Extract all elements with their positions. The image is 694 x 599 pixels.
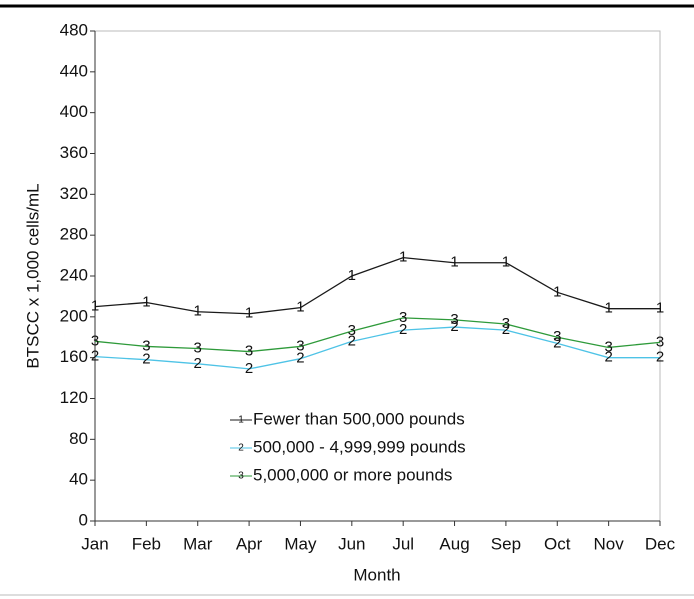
point-marker: 3 xyxy=(502,315,510,332)
point-marker: 1 xyxy=(553,283,561,300)
point-marker: 1 xyxy=(656,300,664,317)
series-line xyxy=(94,256,660,315)
point-marker: 3 xyxy=(142,337,150,354)
point-marker: 3 xyxy=(245,343,253,360)
legend-label: 5,000,000 or more pounds xyxy=(253,465,452,484)
legend-symbol: 1 xyxy=(238,415,244,426)
y-tick-label: 360 xyxy=(60,143,88,162)
point-marker: 3 xyxy=(399,309,407,326)
point-marker: 3 xyxy=(604,338,612,355)
point-marker: 1 xyxy=(348,267,356,284)
point-marker: 2 xyxy=(502,321,510,338)
point-marker: 1 xyxy=(296,299,304,316)
point-marker: 1 xyxy=(245,305,253,322)
point-marker: 1 xyxy=(399,249,407,266)
y-tick-label: 280 xyxy=(60,225,88,244)
x-tick-label: Jun xyxy=(338,534,365,553)
point-marker: 1 xyxy=(142,294,150,311)
point-marker: 1 xyxy=(194,303,202,320)
y-tick-label: 120 xyxy=(60,388,88,407)
point-marker: 3 xyxy=(348,322,356,339)
point-marker: 3 xyxy=(296,337,304,354)
x-tick-label: Sep xyxy=(491,534,521,553)
point-marker: 2 xyxy=(553,334,561,351)
x-tick-label: Jan xyxy=(81,534,108,553)
x-tick-label: Aug xyxy=(439,534,469,553)
y-tick-label: 320 xyxy=(60,184,88,203)
y-axis-label: BTSCC x 1,000 cells/mL xyxy=(23,183,42,368)
point-marker: 1 xyxy=(604,300,612,317)
y-tick-label: 160 xyxy=(60,347,88,366)
point-marker: 2 xyxy=(194,355,202,372)
legend-label: 500,000 - 4,999,999 pounds xyxy=(253,437,466,456)
legend-symbol: 2 xyxy=(238,443,244,454)
y-tick-label: 80 xyxy=(69,429,88,448)
point-marker: 1 xyxy=(91,298,99,315)
legend-label: Fewer than 500,000 pounds xyxy=(253,409,465,428)
y-tick-label: 400 xyxy=(60,102,88,121)
point-marker: 2 xyxy=(348,332,356,349)
x-tick-label: Dec xyxy=(645,534,676,553)
point-marker: 2 xyxy=(399,321,407,338)
point-marker: 2 xyxy=(604,349,612,366)
point-marker: 2 xyxy=(450,318,458,335)
y-tick-label: 0 xyxy=(79,510,88,529)
point-marker: 3 xyxy=(450,311,458,328)
legend-symbol: 3 xyxy=(238,471,244,482)
x-tick-label: Nov xyxy=(594,534,625,553)
x-tick-label: Jul xyxy=(392,534,414,553)
y-tick-label: 40 xyxy=(69,470,88,489)
point-marker: 1 xyxy=(502,254,510,271)
y-tick-label: 200 xyxy=(60,306,88,325)
y-tick-label: 480 xyxy=(60,20,88,39)
x-tick-label: Feb xyxy=(132,534,161,553)
point-marker: 2 xyxy=(245,360,253,377)
point-marker: 3 xyxy=(91,332,99,349)
point-marker: 2 xyxy=(656,349,664,366)
point-marker: 3 xyxy=(194,339,202,356)
x-tick-label: Mar xyxy=(183,534,213,553)
series-line xyxy=(94,326,660,370)
x-axis-label: Month xyxy=(353,565,400,584)
x-tick-label: Oct xyxy=(544,534,571,553)
x-tick-label: May xyxy=(284,534,317,553)
y-tick-label: 440 xyxy=(60,61,88,80)
point-marker: 2 xyxy=(91,348,99,365)
point-marker: 2 xyxy=(296,350,304,367)
point-marker: 2 xyxy=(142,351,150,368)
y-tick-label: 240 xyxy=(60,265,88,284)
point-marker: 1 xyxy=(450,254,458,271)
x-tick-label: Apr xyxy=(236,534,263,553)
point-marker: 3 xyxy=(553,328,561,345)
point-marker: 3 xyxy=(656,333,664,350)
series-line xyxy=(94,317,661,353)
